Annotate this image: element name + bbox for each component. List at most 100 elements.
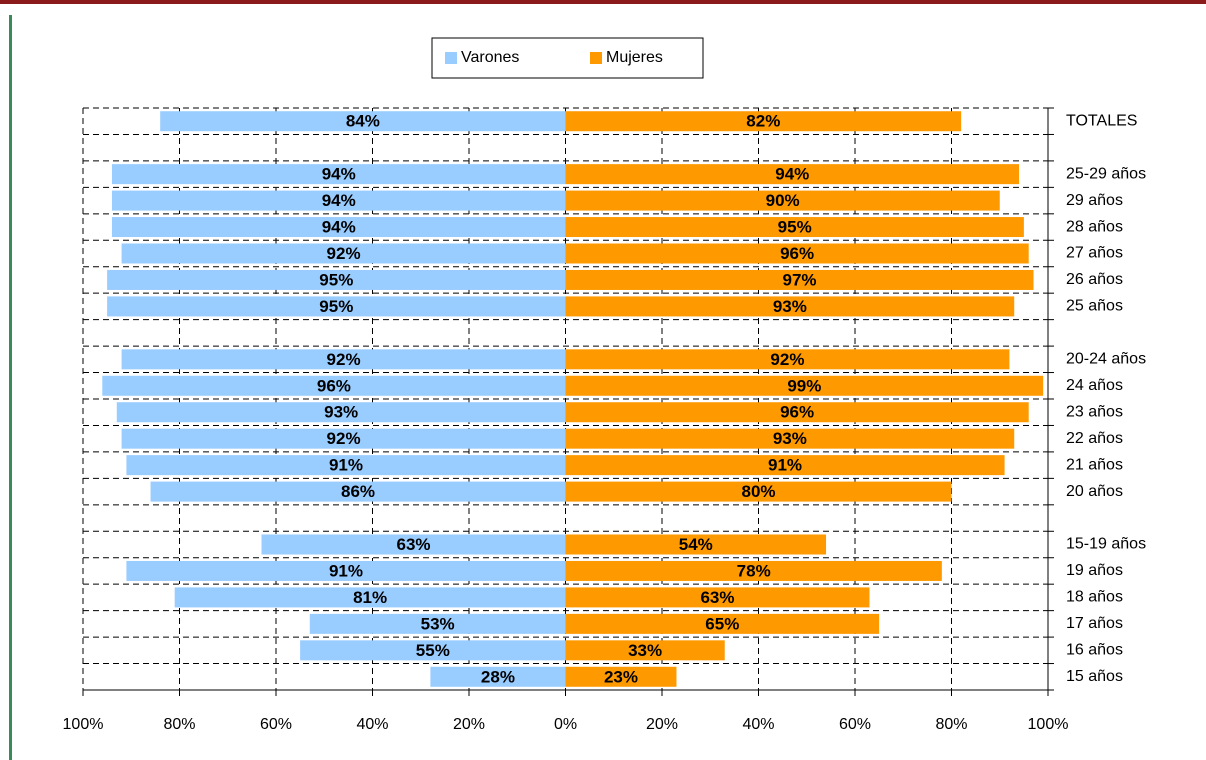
value-label: 95%: [319, 297, 353, 316]
category-label: 17 años: [1066, 615, 1123, 632]
bar: [565, 455, 1005, 476]
value-label: 97%: [782, 270, 816, 289]
value-label: 96%: [780, 403, 814, 422]
value-label: 93%: [324, 403, 358, 422]
bar: [102, 375, 566, 396]
value-label: 33%: [628, 641, 662, 660]
bar: [309, 613, 566, 634]
value-label: 28%: [481, 667, 515, 686]
bar: [565, 560, 942, 581]
category-label: 15 años: [1066, 668, 1123, 685]
category-label: 22 años: [1066, 430, 1123, 447]
x-tick-label: 60%: [260, 716, 292, 733]
value-label: 94%: [322, 191, 356, 210]
bar: [300, 640, 566, 661]
legend-swatch: [445, 52, 457, 64]
category-label: 21 años: [1066, 456, 1123, 473]
category-label: 15-19 años: [1066, 536, 1146, 553]
side-rule: [9, 15, 12, 760]
x-tick-label: 100%: [1028, 716, 1069, 733]
bar: [565, 534, 827, 555]
value-label: 99%: [787, 376, 821, 395]
bar: [126, 560, 566, 581]
category-label: 28 años: [1066, 218, 1123, 235]
legend-box: [431, 37, 704, 79]
bar: [565, 296, 1015, 317]
bar: [565, 349, 1010, 370]
x-tick-label: 20%: [646, 716, 678, 733]
x-tick-label: 80%: [163, 716, 195, 733]
category-label: 29 años: [1066, 192, 1123, 209]
bar: [565, 481, 952, 502]
bar: [565, 640, 725, 661]
value-label: 96%: [317, 376, 351, 395]
value-label: 81%: [353, 588, 387, 607]
x-tick-label: 40%: [356, 716, 388, 733]
x-tick-label: 80%: [935, 716, 967, 733]
bar: [565, 428, 1015, 449]
bar: [565, 613, 880, 634]
value-label: 91%: [329, 456, 363, 475]
category-label: 25 años: [1066, 298, 1123, 315]
bar: [261, 534, 566, 555]
bar: [565, 375, 1044, 396]
legend-swatch: [590, 52, 602, 64]
value-label: 63%: [700, 588, 734, 607]
category-label: 24 años: [1066, 377, 1123, 394]
value-label: 92%: [770, 350, 804, 369]
bar: [126, 455, 566, 476]
category-label: 26 años: [1066, 271, 1123, 288]
value-label: 96%: [780, 244, 814, 263]
value-label: 94%: [322, 218, 356, 237]
bar: [430, 666, 566, 687]
bar: [565, 111, 962, 132]
category-label: 23 años: [1066, 403, 1123, 420]
category-label: 16 años: [1066, 642, 1123, 659]
value-label: 63%: [396, 535, 430, 554]
value-label: 94%: [322, 165, 356, 184]
value-label: 78%: [737, 561, 771, 580]
value-label: 91%: [329, 561, 363, 580]
top-rule: [0, 0, 1206, 4]
value-label: 92%: [327, 350, 361, 369]
bar: [121, 243, 566, 264]
legend-label: Mujeres: [606, 49, 663, 66]
category-label: 25-29 años: [1066, 165, 1146, 182]
value-label: 95%: [778, 218, 812, 237]
value-label: 95%: [319, 270, 353, 289]
value-label: 86%: [341, 482, 375, 501]
bar: [121, 349, 566, 370]
x-tick-label: 40%: [742, 716, 774, 733]
value-label: 92%: [327, 429, 361, 448]
value-label: 91%: [768, 456, 802, 475]
category-label: 18 años: [1066, 589, 1123, 606]
value-label: 53%: [421, 614, 455, 633]
bar: [116, 402, 566, 423]
x-tick-label: 20%: [453, 716, 485, 733]
bar: [565, 190, 1000, 211]
legend-label: Varones: [461, 49, 519, 66]
bar: [565, 666, 677, 687]
bar: [565, 402, 1029, 423]
value-label: 55%: [416, 641, 450, 660]
category-label: TOTALES: [1066, 112, 1137, 129]
x-tick-label: 100%: [63, 716, 104, 733]
bar: [111, 217, 566, 238]
value-label: 80%: [741, 482, 775, 501]
bar: [565, 217, 1024, 238]
bar: [565, 164, 1020, 185]
value-label: 94%: [775, 165, 809, 184]
x-tick-label: 60%: [839, 716, 871, 733]
bar: [160, 111, 566, 132]
bar: [565, 587, 870, 608]
bar: [174, 587, 566, 608]
bar: [565, 269, 1034, 290]
value-label: 82%: [746, 112, 780, 131]
value-label: 93%: [773, 297, 807, 316]
value-label: 65%: [705, 614, 739, 633]
bar: [121, 428, 566, 449]
bar: [565, 243, 1029, 264]
category-label: 20 años: [1066, 483, 1123, 500]
bar: [107, 269, 566, 290]
